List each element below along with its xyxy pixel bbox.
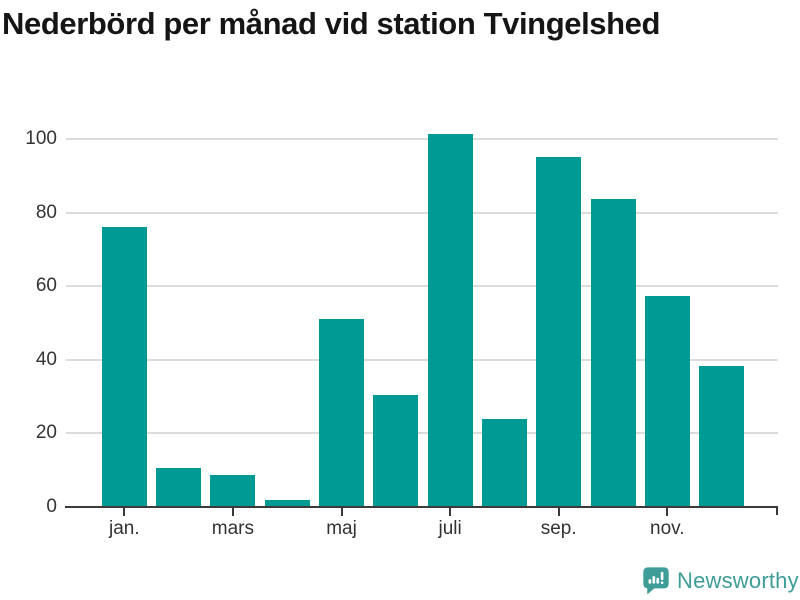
- bar-chart-plot: 0 20 40 60 80 100 jan. mars maj juli sep. nov.: [25, 128, 778, 539]
- y-axis-label-20: 20: [35, 422, 57, 444]
- x-axis-tick-maj: [340, 508, 343, 516]
- chart-title: Nederbörd per månad vid station Tvingels…: [2, 6, 661, 41]
- logo-bar-2: [652, 576, 656, 584]
- x-axis-tick-sep.: [557, 508, 560, 516]
- bar-juli: [427, 134, 473, 507]
- gridline-100: [66, 138, 778, 140]
- bar-jan.: [101, 227, 147, 507]
- y-axis-label-60: 60: [35, 275, 57, 297]
- x-axis-tick-nov.: [666, 508, 669, 516]
- bar-aug.: [481, 419, 527, 507]
- y-axis-label-100: 100: [25, 128, 57, 149]
- newsworthy-logo[interactable]: Newsworthy: [642, 566, 799, 595]
- x-axis-label-maj: maj: [326, 518, 357, 539]
- x-axis-tick-jan.: [123, 508, 126, 516]
- logo-exclamation-dot: [660, 581, 664, 584]
- bar-juni: [373, 395, 419, 507]
- bar-okt.: [590, 199, 636, 507]
- x-axis-label-sep.: sep.: [540, 518, 577, 539]
- gridline-20: [66, 432, 778, 435]
- bar-mars: [210, 475, 256, 507]
- bar-feb.: [156, 468, 202, 507]
- x-axis-line: [65, 506, 778, 508]
- logo-bar-3: [656, 577, 660, 584]
- bar-nov.: [644, 296, 690, 507]
- x-axis-endcap: [776, 506, 778, 515]
- logo-bar-1: [648, 579, 652, 584]
- logo-exclamation-stem: [660, 571, 664, 581]
- y-axis-label-80: 80: [35, 201, 57, 223]
- bar-sep.: [536, 157, 582, 507]
- x-axis-label-nov.: nov.: [650, 518, 685, 539]
- bar-dec.: [699, 366, 745, 507]
- x-axis-tick-juli: [449, 508, 452, 516]
- bar-maj: [319, 319, 364, 507]
- gridline-80: [66, 211, 778, 214]
- y-axis-label-40: 40: [35, 348, 57, 370]
- newsworthy-logo-icon: [643, 567, 669, 595]
- newsworthy-logo-text: Newsworthy: [677, 568, 799, 593]
- x-axis-tick-mars: [231, 508, 234, 516]
- x-axis-label-mars: mars: [211, 518, 254, 539]
- gridline-40: [66, 358, 778, 361]
- bar-apr.: [264, 500, 310, 507]
- gridline-60: [66, 285, 778, 288]
- x-axis-label-jan.: jan.: [108, 518, 140, 539]
- y-axis-label-0: 0: [46, 496, 57, 517]
- x-axis-label-juli: juli: [438, 518, 462, 539]
